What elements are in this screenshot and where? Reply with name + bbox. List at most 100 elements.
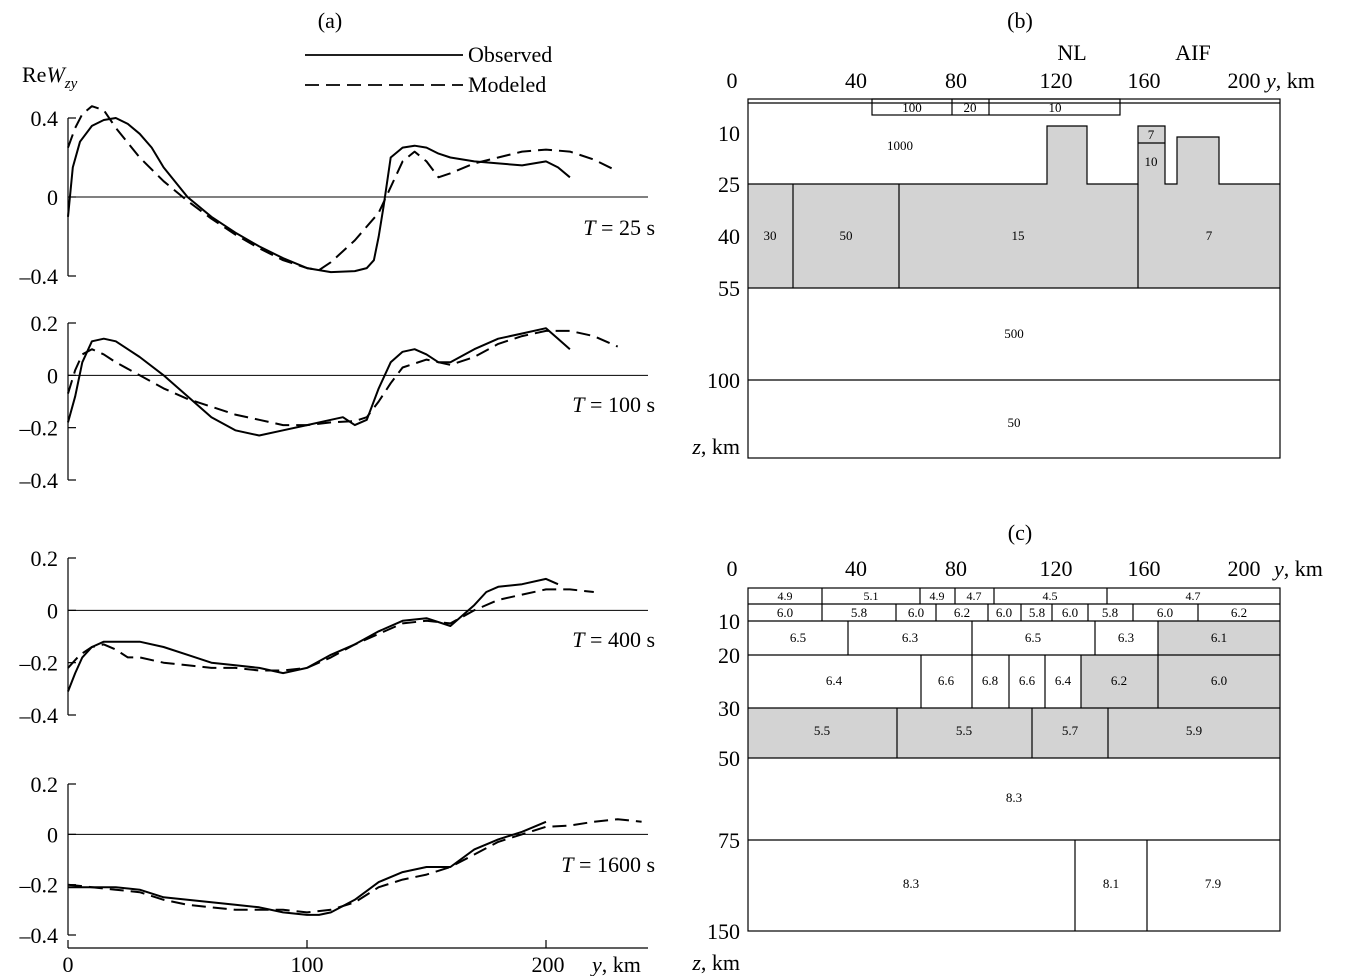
period-label: T = 1600 s (561, 852, 655, 877)
period-label: T = 400 s (572, 627, 655, 652)
x-unit-text: , km (1284, 556, 1323, 581)
y-tick-label: –0.4 (19, 923, 59, 948)
value-cell: 7 (1148, 127, 1155, 142)
period-value: = 1600 s (574, 852, 655, 877)
velocity-cell: 6.4 (1055, 673, 1072, 688)
x-unit-text: , km (1276, 68, 1315, 93)
x-tick-label: 40 (845, 556, 867, 581)
x-axis-unit: y, km (1272, 556, 1323, 581)
value-cell: 100 (902, 100, 922, 115)
x-tick-label: 200 (1228, 68, 1261, 93)
value-cell: 15 (1012, 228, 1025, 243)
plot-1: 0.4 0 –0.4 T = 25 s (19, 105, 655, 289)
velocity-cell: 6.2 (954, 605, 970, 620)
plot-3: 0.2 0 –0.2 –0.4 T = 400 s (19, 546, 656, 728)
panel-b-label: (b) (1007, 8, 1033, 33)
x-tick-label: 160 (1128, 556, 1161, 581)
z-tick-label: 20 (718, 643, 740, 668)
velocity-cell: 4.9 (778, 589, 793, 603)
y-tick-label: 0.2 (31, 772, 59, 797)
velocity-cell: 5.1 (864, 589, 879, 603)
z-tick-label: 100 (707, 368, 740, 393)
velocity-cell: 4.9 (930, 589, 945, 603)
velocity-cell: 6.6 (938, 673, 955, 688)
z-tick-label: 30 (718, 696, 740, 721)
plot-2: 0.2 0 –0.2 –0.4 T = 100 s (19, 311, 656, 493)
y-tick-label: 0 (47, 185, 58, 210)
z-tick-label: 55 (718, 276, 740, 301)
y-tick-label: 0.2 (31, 546, 59, 571)
anomaly-aif-east (1177, 137, 1219, 184)
value-cell: 10 (1049, 100, 1062, 115)
velocity-cell: 5.8 (851, 605, 867, 620)
anomaly-aif-west (1138, 126, 1165, 184)
velocity-cell: 5.8 (1029, 605, 1045, 620)
z-tick-label: 50 (718, 746, 740, 771)
velocity-cell: 5.5 (956, 723, 972, 738)
top-layer-box (871, 98, 1121, 116)
velocity-cell: 7.9 (1205, 876, 1221, 891)
panel-c: (c) 0 40 80 120 160 200 y, km (691, 520, 1323, 975)
legend-observed-label: Observed (468, 42, 552, 67)
observed-series-line (67, 117, 571, 274)
velocity-cell: 6.0 (777, 605, 793, 620)
marker-nl: NL (1057, 40, 1086, 65)
value-cell: 30 (764, 228, 777, 243)
y-tick-label: –0.4 (19, 264, 59, 289)
velocity-cell: 6.2 (1111, 673, 1127, 688)
marker-aif: AIF (1175, 40, 1210, 65)
x-tick-label: 160 (1128, 68, 1161, 93)
velocity-cell: 6.0 (1062, 605, 1078, 620)
x-tick-label: 40 (845, 68, 867, 93)
z-tick-label: 150 (707, 919, 740, 944)
velocity-cell: 6.3 (1118, 630, 1134, 645)
value-cell: 50 (840, 228, 853, 243)
observed-series-line (67, 327, 571, 437)
modeled-series-line (67, 818, 642, 914)
velocity-cell: 6.0 (1211, 673, 1227, 688)
velocity-cell: 6.5 (790, 630, 806, 645)
modeled-series-line (67, 105, 619, 272)
x-axis-unit: y, km (1264, 68, 1315, 93)
modeled-series-line (67, 329, 619, 427)
y-tick-label: 0.2 (31, 311, 59, 336)
crustal-layer-fill (748, 184, 1280, 288)
section-c-frame (747, 587, 1281, 932)
velocity-cell: 5.8 (1102, 605, 1118, 620)
velocity-cell: 6.0 (1157, 605, 1173, 620)
z-tick-label: 25 (718, 172, 740, 197)
value-cell: 50 (1008, 415, 1021, 430)
z-tick-label: 10 (718, 609, 740, 634)
period-symbol: T (572, 392, 586, 417)
y-tick-label: 0.4 (31, 106, 59, 131)
y-axis-label-sub: zy (64, 76, 78, 92)
x-tick-label: 80 (945, 68, 967, 93)
shaded-cell (1081, 655, 1280, 708)
panel-c-label: (c) (1008, 520, 1032, 545)
velocity-cell: 8.3 (1006, 790, 1022, 805)
conductor-top-outline (748, 125, 1280, 185)
period-value: = 100 s (585, 392, 655, 417)
observed-series-line (68, 820, 547, 916)
period-label: T = 100 s (572, 392, 655, 417)
y-axis-label: ReWzy (22, 62, 78, 92)
panel-b: (b) NL AIF 0 40 80 120 160 200 y, km (691, 8, 1315, 459)
x-unit-text: , km (602, 952, 641, 976)
x-unit-italic: y (1272, 556, 1284, 581)
anomaly-nl (1047, 126, 1087, 184)
x-tick-label: 0 (63, 952, 74, 976)
velocity-cell: 6.4 (826, 673, 843, 688)
value-cell: 500 (1004, 326, 1024, 341)
velocity-cell: 6.0 (908, 605, 924, 620)
x-tick-label: 120 (1040, 556, 1073, 581)
x-tick-label: 200 (1228, 556, 1261, 581)
z-unit-text: , km (701, 950, 740, 975)
x-tick-label: 80 (945, 556, 967, 581)
z-tick-label: 75 (718, 828, 740, 853)
period-symbol: T (583, 215, 597, 240)
period-label: T = 25 s (583, 215, 655, 240)
modeled-series-line (67, 588, 594, 672)
observed-series-line (67, 577, 559, 692)
legend-modeled-label: Modeled (468, 72, 546, 97)
y-tick-label: 0 (47, 363, 58, 388)
